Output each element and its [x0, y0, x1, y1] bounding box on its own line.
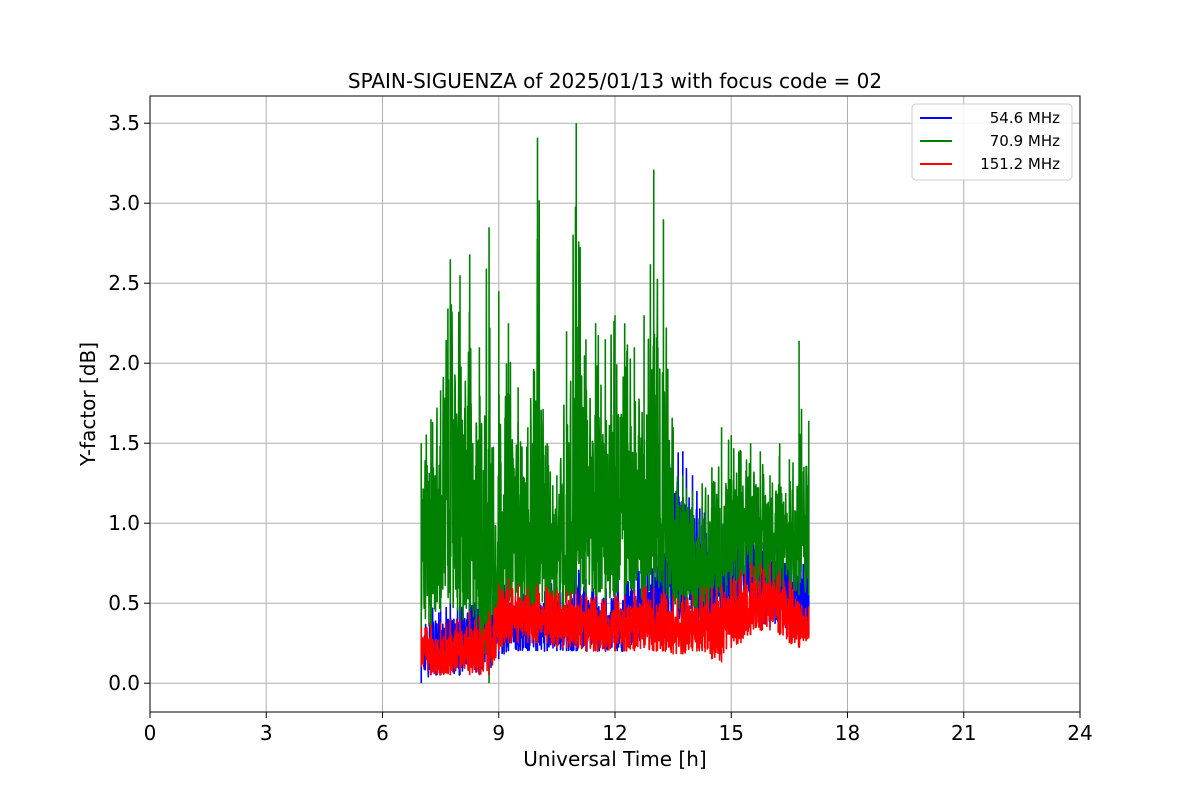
y-tick-label: 3.5 [108, 111, 140, 135]
y-tick-label: 1.5 [108, 431, 140, 455]
y-axis-label: Y-factor [dB] [76, 342, 100, 467]
x-tick-label: 6 [376, 721, 389, 745]
legend-label: 70.9 MHz [990, 132, 1060, 150]
y-tick-label: 1.0 [108, 511, 140, 535]
y-tick-label: 3.0 [108, 191, 140, 215]
chart-title: SPAIN-SIGUENZA of 2025/01/13 with focus … [348, 69, 882, 93]
legend-label: 151.2 MHz [980, 155, 1060, 173]
x-tick-label: 0 [144, 721, 157, 745]
y-tick-label: 0.0 [108, 671, 140, 695]
x-tick-label: 18 [835, 721, 860, 745]
series-group [420, 123, 810, 684]
x-axis-label: Universal Time [h] [523, 747, 706, 771]
x-tick-label: 21 [951, 721, 976, 745]
x-tick-label: 12 [602, 721, 627, 745]
x-tick-label: 3 [260, 721, 273, 745]
x-tick-label: 15 [719, 721, 744, 745]
x-tick-label: 24 [1067, 721, 1092, 745]
y-tick-label: 2.0 [108, 351, 140, 375]
legend-box [911, 103, 1073, 181]
x-tick-label: 9 [492, 721, 505, 745]
y-tick-label: 2.5 [108, 271, 140, 295]
ticks: 0 3 6 9 12 15 18 21 24 0.0 0.5 1.0 1.5 2.0 2.5 3.0 3.5 [108, 111, 1093, 745]
legend: 54.6 MHz 70.9 MHz 151.2 MHz [911, 103, 1073, 181]
y-tick-label: 0.5 [108, 591, 140, 615]
legend-label: 54.6 MHz [990, 109, 1060, 127]
